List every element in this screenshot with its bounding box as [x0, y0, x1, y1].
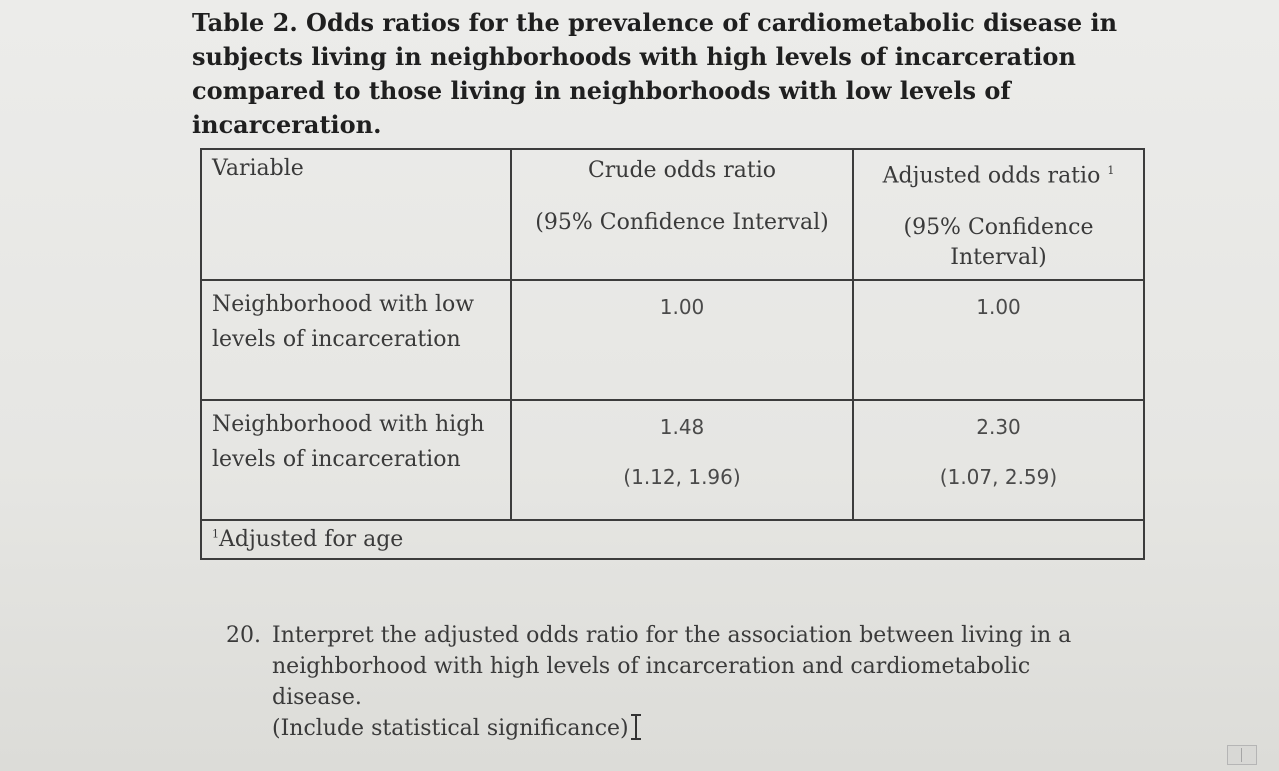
- table-footnote-row: 1Adjusted for age: [200, 519, 1145, 561]
- table-footnote: 1Adjusted for age: [200, 519, 1145, 561]
- adjusted-odds-ratio-low: 1.00: [852, 279, 1145, 402]
- header-adjusted-ci-label: (95% Confidence Interval): [903, 215, 1094, 271]
- question-text-line-1: Interpret the adjusted odds ratio for th…: [272, 623, 1072, 648]
- adjusted-odds-ratio-value: 2.30: [976, 415, 1021, 440]
- question-text-line-2: neighborhood with high levels of incarce…: [272, 654, 1031, 710]
- header-adjusted-footnote-mark: 1: [1107, 164, 1115, 177]
- adjusted-confidence-interval: (1.07, 2.59): [939, 465, 1058, 490]
- header-crude-label: Crude odds ratio: [587, 158, 777, 183]
- adjusted-odds-ratio-value: 1.00: [976, 295, 1021, 320]
- question-number: 20.: [226, 623, 261, 648]
- crude-confidence-interval: (1.12, 1.96): [623, 465, 741, 490]
- i-beam-cursor-icon: [630, 714, 647, 740]
- table-row: Neighborhood with low levels of incarcer…: [200, 279, 1145, 402]
- header-variable-label: Variable: [212, 156, 304, 181]
- question-20[interactable]: 20. Interpret the adjusted odds ratio for…: [226, 620, 1126, 744]
- crude-odds-ratio-high: 1.48 (1.12, 1.96): [510, 399, 854, 522]
- odds-ratio-table: Variable Crude odds ratio (95% Confidenc…: [200, 147, 1145, 561]
- footnote-text: Adjusted for age: [219, 527, 404, 553]
- view-toggle-icon[interactable]: [1227, 745, 1257, 765]
- adjusted-odds-ratio-high: 2.30 (1.07, 2.59): [852, 399, 1145, 522]
- header-adjusted-label: Adjusted odds ratio: [882, 163, 1101, 189]
- crude-odds-ratio-value: 1.48: [659, 415, 705, 440]
- header-variable: Variable: [200, 147, 512, 282]
- header-adjusted-label-wrap: Adjusted odds ratio 1: [864, 156, 1133, 191]
- row-label-low-incarceration: Neighborhood with low levels of incarcer…: [200, 279, 512, 402]
- header-adjusted-odds-ratio: Adjusted odds ratio 1 (95% Confidence In…: [852, 147, 1145, 282]
- question-text-line-3: (Include statistical significance): [272, 716, 629, 741]
- crude-odds-ratio-low: 1.00: [510, 279, 854, 402]
- table-title: Table 2. Odds ratios for the prevalence …: [192, 8, 1118, 139]
- question-line-3: (Include statistical significance): [226, 713, 1126, 744]
- footnote-mark: 1: [212, 528, 219, 541]
- header-crude-ci-label: (95% Confidence Interval): [535, 210, 829, 235]
- crude-odds-ratio-value: 1.00: [659, 295, 705, 320]
- table-header-row: Variable Crude odds ratio (95% Confidenc…: [200, 147, 1145, 282]
- row-label-high-incarceration: Neighborhood with high levels of incarce…: [200, 399, 512, 522]
- question-line-1: 20. Interpret the adjusted odds ratio for…: [226, 623, 1071, 648]
- header-crude-odds-ratio: Crude odds ratio (95% Confidence Interva…: [510, 147, 854, 282]
- table-row: Neighborhood with high levels of incarce…: [200, 399, 1145, 522]
